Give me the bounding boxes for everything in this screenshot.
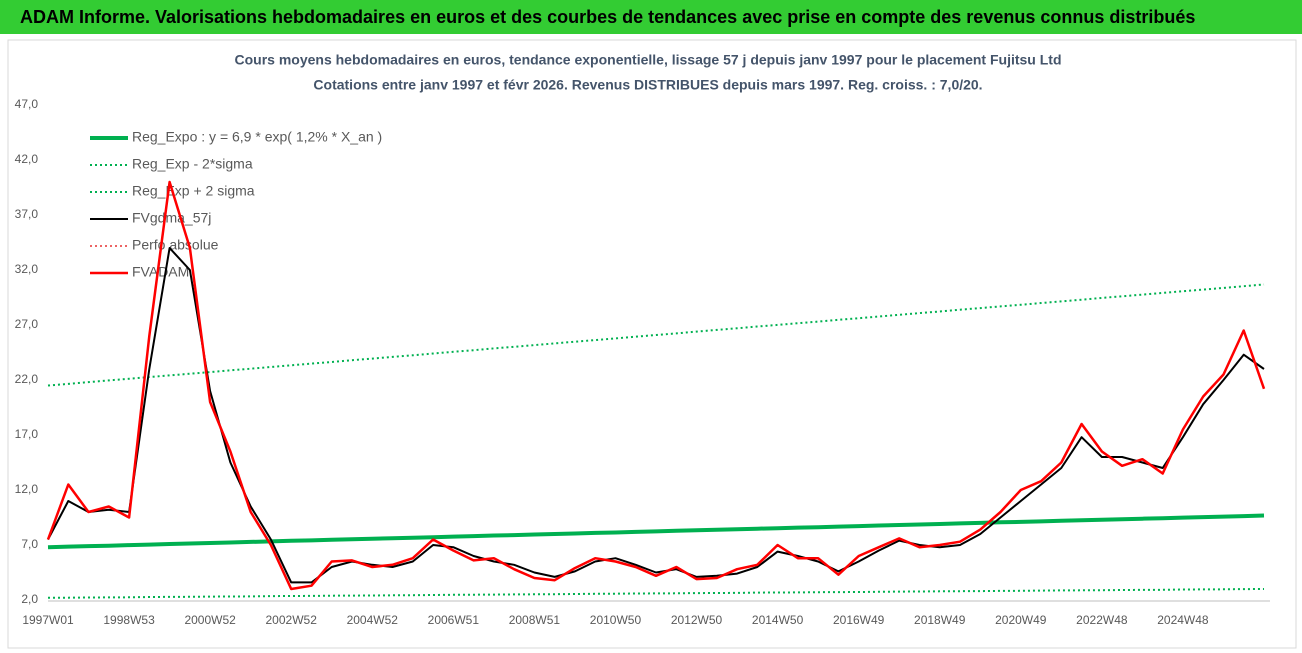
y-tick-label: 37,0 (15, 207, 39, 221)
x-tick-label: 2024W48 (1157, 613, 1209, 627)
x-tick-label: 2012W50 (671, 613, 723, 627)
x-tick-label: 2004W52 (347, 613, 399, 627)
chart-frame (7, 39, 1297, 649)
x-tick-label: 2016W49 (833, 613, 885, 627)
chart: Cours moyens hebdomadaires en euros, ten… (7, 39, 1297, 649)
y-tick-label: 27,0 (15, 317, 39, 331)
x-tick-label: 1997W01 (22, 613, 74, 627)
y-tick-label: 17,0 (15, 427, 39, 441)
legend-label: Perfo absolue (132, 237, 219, 253)
legend-label: Reg_Exp - 2*sigma (132, 156, 253, 172)
series-line (47, 247, 1265, 584)
x-tick-label: 2006W51 (428, 613, 480, 627)
x-tick-label: 1998W53 (103, 613, 155, 627)
legend-label: FVADAM (132, 264, 189, 280)
series-line (47, 283, 1265, 387)
x-tick-label: 2022W48 (1076, 613, 1128, 627)
x-tick-label: 2014W50 (752, 613, 804, 627)
x-tick-label: 2020W49 (995, 613, 1047, 627)
x-tick-label: 2018W49 (914, 613, 966, 627)
y-tick-label: 42,0 (15, 152, 39, 166)
x-tick-label: 2008W51 (509, 613, 561, 627)
x-tick-label: 2000W52 (184, 613, 236, 627)
y-tick-label: 22,0 (15, 372, 39, 386)
legend-label: Reg_Exp + 2 sigma (132, 183, 255, 199)
chart-title: Cours moyens hebdomadaires en euros, ten… (234, 52, 1061, 68)
legend-label: Reg_Expo : y = 6,9 * exp( 1,2% * X_an ) (132, 129, 382, 145)
y-tick-label: 32,0 (15, 262, 39, 276)
banner-title: ADAM Informe. Valorisations hebdomadaire… (0, 0, 1302, 34)
y-tick-label: 2,0 (21, 592, 38, 606)
chart-subtitle: Cotations entre janv 1997 et févr 2026. … (313, 77, 982, 93)
series-line (47, 513, 1265, 550)
y-tick-label: 12,0 (15, 482, 39, 496)
y-tick-label: 7,0 (21, 537, 38, 551)
series-line (46, 180, 1266, 591)
x-tick-label: 2010W50 (590, 613, 642, 627)
legend-label: FVgdma_57j (132, 210, 211, 226)
y-tick-label: 47,0 (15, 97, 39, 111)
x-tick-label: 2002W52 (266, 613, 318, 627)
